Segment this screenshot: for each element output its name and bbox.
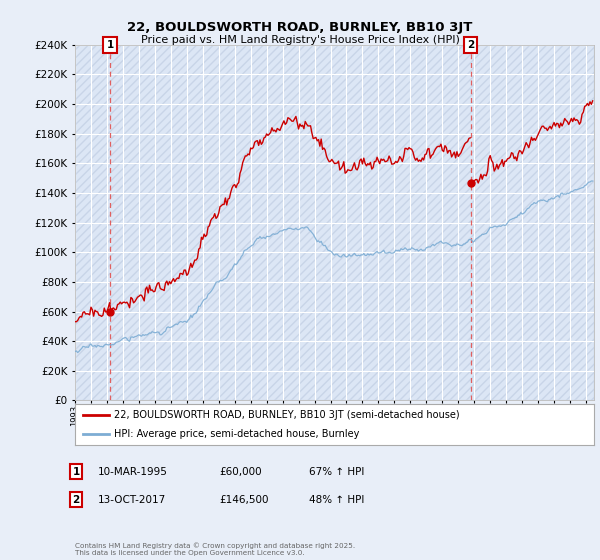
Text: 10-MAR-1995: 10-MAR-1995 bbox=[98, 466, 167, 477]
Text: 48% ↑ HPI: 48% ↑ HPI bbox=[309, 494, 364, 505]
Text: 2: 2 bbox=[467, 40, 475, 50]
Text: Price paid vs. HM Land Registry's House Price Index (HPI): Price paid vs. HM Land Registry's House … bbox=[140, 35, 460, 45]
Text: £60,000: £60,000 bbox=[219, 466, 262, 477]
Text: 1: 1 bbox=[106, 40, 113, 50]
Text: 67% ↑ HPI: 67% ↑ HPI bbox=[309, 466, 364, 477]
Text: 22, BOULDSWORTH ROAD, BURNLEY, BB10 3JT: 22, BOULDSWORTH ROAD, BURNLEY, BB10 3JT bbox=[127, 21, 473, 34]
Text: HPI: Average price, semi-detached house, Burnley: HPI: Average price, semi-detached house,… bbox=[114, 429, 359, 439]
Text: 13-OCT-2017: 13-OCT-2017 bbox=[98, 494, 166, 505]
Text: 22, BOULDSWORTH ROAD, BURNLEY, BB10 3JT (semi-detached house): 22, BOULDSWORTH ROAD, BURNLEY, BB10 3JT … bbox=[114, 410, 460, 421]
Text: 2: 2 bbox=[73, 494, 80, 505]
Text: 1: 1 bbox=[73, 466, 80, 477]
Text: £146,500: £146,500 bbox=[219, 494, 269, 505]
Text: Contains HM Land Registry data © Crown copyright and database right 2025.
This d: Contains HM Land Registry data © Crown c… bbox=[75, 542, 355, 556]
